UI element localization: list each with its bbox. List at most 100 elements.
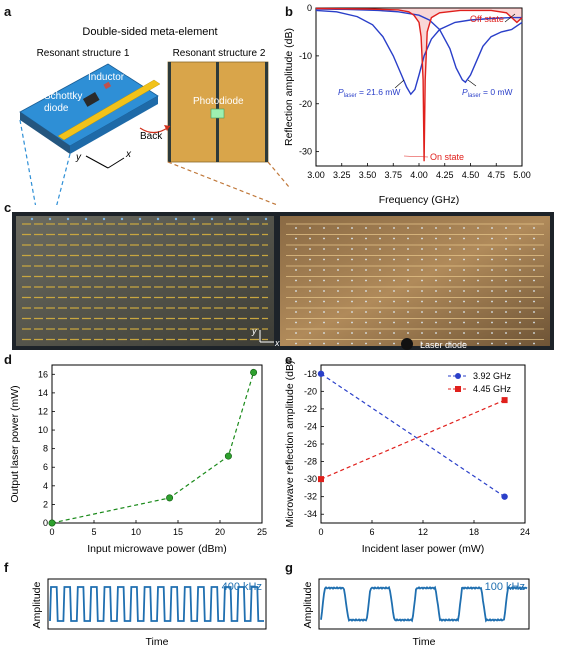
photodiode-dot <box>435 332 437 334</box>
meta-element-illustration: Double-sided meta-element Resonant struc… <box>19 26 290 205</box>
photodiode-dot <box>505 227 507 229</box>
photodiode-dot <box>533 248 535 250</box>
photodiode-dot <box>435 342 437 345</box>
photodiode-dot <box>323 290 325 292</box>
photodiode-dot <box>505 311 507 313</box>
photodiode-dot <box>421 332 423 334</box>
photodiode-dot <box>421 237 423 240</box>
photodiode-dot <box>323 332 325 334</box>
structure1-y-axis <box>85 155 109 169</box>
chart-b-xtick-label: 3.75 <box>384 170 402 180</box>
photodiode-dot <box>393 248 395 250</box>
photodiode-dot <box>533 311 535 313</box>
photodiode-dot <box>323 279 325 282</box>
chart-e-point-circle <box>501 493 508 500</box>
chart-b-xtick-label: 4.25 <box>436 170 454 180</box>
photodiode-dot <box>365 300 367 303</box>
chart-d-ytick-label: 16 <box>38 369 48 379</box>
photodiode-dot <box>323 248 325 250</box>
photodiode-dot <box>533 258 535 261</box>
photodiode-dot <box>505 279 507 282</box>
photodiode-dot <box>337 279 339 282</box>
mount-hole <box>174 217 178 221</box>
photodiode-dot <box>365 227 367 229</box>
photodiode-dot <box>337 258 339 261</box>
photodiode-dot <box>505 342 507 345</box>
photodiode-dot <box>309 258 311 261</box>
photodiode-dot <box>491 248 493 250</box>
photodiode-dot <box>449 311 451 313</box>
photodiode-dot <box>379 332 381 334</box>
photodiode-dot <box>435 290 437 292</box>
photodiode-dot <box>449 300 451 303</box>
photodiode-dot <box>337 237 339 240</box>
photodiode-dot <box>351 279 353 282</box>
mount-hole <box>246 217 250 221</box>
photodiode-dot <box>309 248 311 250</box>
photodiode-dot <box>463 269 465 271</box>
photodiode-dot <box>393 279 395 282</box>
photodiode-dot <box>463 237 465 240</box>
photodiode-dot <box>295 290 297 292</box>
schottky-label-line1: Schottky <box>44 91 82 102</box>
photodiode-dot <box>351 237 353 240</box>
chart-e-ytick-label: -18 <box>304 369 317 379</box>
panel-letter-g: g <box>285 560 293 575</box>
panel-letter-d: d <box>4 352 12 367</box>
photodiode-dot <box>463 290 465 292</box>
schottky-label-line2: diode <box>44 103 69 114</box>
photodiode-dot <box>407 227 409 229</box>
chart-d-ytick-label: 14 <box>38 388 48 398</box>
photodiode-dot <box>295 300 297 303</box>
chart-e-ytick-label: -34 <box>304 509 317 519</box>
photodiode-dot <box>337 290 339 292</box>
reflection-spectrum-chart: 3.00 3.25 3.50 3.75 4.00 4.25 4.50 4.75 5.00 0 -10… <box>283 3 531 206</box>
laser-diode-label: Laser diode <box>420 340 467 350</box>
photodiode-dot <box>379 227 381 229</box>
photodiode-dot <box>519 279 521 282</box>
chart-d-xtick-label: 5 <box>91 527 96 537</box>
meta-element-title: Double-sided meta-element <box>82 26 217 38</box>
plaser-high-label: Plaser = 21.6 mW <box>338 87 400 99</box>
photodiode-dot <box>421 248 423 250</box>
chart-d-xtick-label: 25 <box>257 527 267 537</box>
photodiode-dot <box>407 258 409 261</box>
mount-hole <box>264 217 268 221</box>
photodiode-dot <box>421 279 423 282</box>
photodiode-dot <box>407 321 409 324</box>
chart-e-xtick-label: 24 <box>520 527 530 537</box>
photodiode-dot <box>519 342 521 345</box>
chart-e-point-square <box>501 397 508 404</box>
photodiode-dot <box>407 300 409 303</box>
chart-b-ytick-label: -20 <box>299 99 312 109</box>
mount-hole <box>102 217 106 221</box>
photodiode-dot <box>393 227 395 229</box>
photodiode-dot <box>295 311 297 313</box>
photodiode-dot <box>449 237 451 240</box>
photodiode-dot <box>351 321 353 324</box>
chart-d-data-point <box>250 368 258 376</box>
photodiode-dot <box>309 237 311 240</box>
photodiode-dot <box>463 342 465 345</box>
photodiode-dot <box>435 258 437 261</box>
photodiode-dot <box>365 332 367 334</box>
photodiode-dot <box>393 237 395 240</box>
chart-e-point-square <box>318 476 324 483</box>
chart-e-ylabel: Microwave reflection amplitude (dB) <box>284 361 296 528</box>
photodiode-dot <box>393 269 395 271</box>
on-state-pointer <box>403 155 429 158</box>
photodiode-dot <box>421 258 423 261</box>
panel-letter-a: a <box>4 4 12 19</box>
photodiode-dot <box>295 279 297 282</box>
photodiode-dot <box>477 269 479 271</box>
photodiode-dot <box>477 290 479 292</box>
photodiode-dot <box>309 321 311 324</box>
chart-e-xtick-label: 12 <box>418 527 428 537</box>
photodiode-dot <box>491 258 493 261</box>
photodiode-dot <box>351 332 353 334</box>
legend-marker-circle <box>455 373 461 379</box>
chart-d-data-point <box>166 494 174 502</box>
structure1-label: Resonant structure 1 <box>37 48 130 59</box>
photodiode-dot <box>379 237 381 240</box>
chart-e-ytick-label: -26 <box>304 439 317 449</box>
